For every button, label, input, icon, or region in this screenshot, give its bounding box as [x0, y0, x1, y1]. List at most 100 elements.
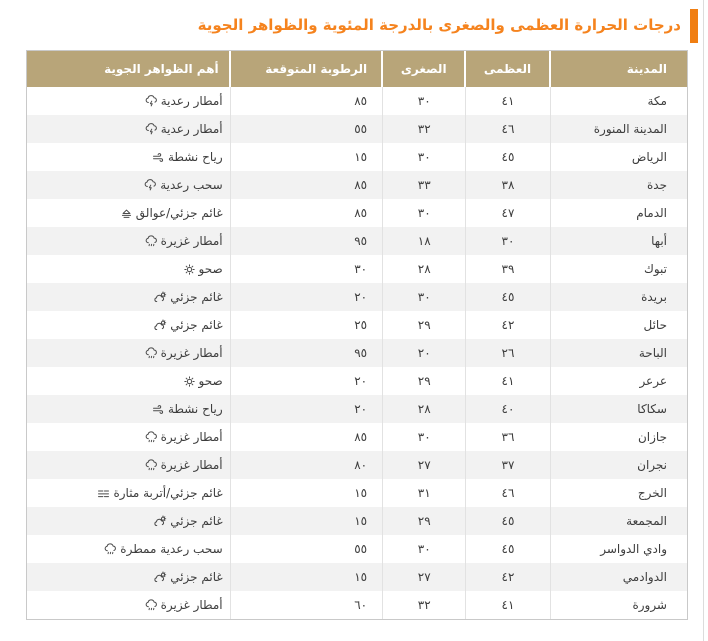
min-temp-cell: ٣٠: [383, 423, 467, 451]
phenomena-cell: غائم جزئي: [27, 507, 231, 535]
phenomena-label: سحب رعدية: [160, 178, 223, 192]
phenomena-label: رياح نشطة: [167, 150, 223, 164]
phenomena-label: أمطار غزيرة: [160, 234, 223, 248]
max-temp-cell: ٤٦: [466, 115, 551, 143]
city-cell: جازان: [550, 423, 687, 451]
min-temp-cell: ٣١: [383, 479, 467, 507]
table-row: الباحة ٢٦ ٢٠ ٩٥ أمطار غزيرة: [27, 339, 687, 367]
phenomena-label: غائم جزئي/أتربة مثارة: [113, 486, 223, 500]
city-cell: نجران: [550, 451, 687, 479]
table-row: شرورة ٤١ ٣٢ ٦٠ أمطار غزيرة: [27, 591, 687, 619]
rain-cloud-icon: [144, 598, 159, 613]
table-row: تبوك ٣٩ ٢٨ ٣٠ صحو: [27, 255, 687, 283]
page-title: درجات الحرارة العظمى والصغرى بالدرجة الم…: [197, 15, 681, 34]
phenomena-cell: غائم جزئي: [27, 283, 231, 311]
city-cell: سكاكا: [550, 395, 687, 423]
table-row: عرعر ٤١ ٢٩ ٢٠ صحو: [27, 367, 687, 395]
table-row: الدمام ٤٧ ٣٠ ٨٥ غائم جزئي/عوالق: [27, 199, 687, 227]
phenomena-cell: غائم جزئي: [27, 311, 231, 339]
phenomena-cell: أمطار رعدية: [27, 115, 231, 143]
max-temp-cell: ٤٥: [466, 535, 551, 563]
min-temp-cell: ٢٩: [383, 311, 467, 339]
city-cell: مكة: [550, 87, 687, 115]
rain-cloud-icon: [103, 542, 118, 557]
column-header-humidity: الرطوبة المتوقعة: [230, 51, 384, 87]
weather-table-header: المدينة العظمى الصغرى الرطوبة المتوقعة أ…: [27, 51, 687, 87]
column-header-city: المدينة: [550, 51, 687, 87]
table-row: الدوادمي ٤٢ ٢٧ ١٥ غائم جزئي: [27, 563, 687, 591]
city-cell: الرياض: [550, 143, 687, 171]
phenomena-label: أمطار رعدية: [160, 94, 223, 108]
table-row: أبها ٣٠ ١٨ ٩٥ أمطار غزيرة: [27, 227, 687, 255]
phenomena-cell: أمطار غزيرة: [27, 227, 231, 255]
phenomena-label: غائم جزئي/عوالق: [135, 206, 223, 220]
sun-icon: [182, 374, 197, 389]
phenomena-cell: غائم جزئي/أتربة مثارة: [27, 479, 231, 507]
table-row: سكاكا ٤٠ ٢٨ ٢٠ رياح نشطة: [27, 395, 687, 423]
phenomena-label: صحو: [198, 262, 223, 276]
humidity-cell: ٢٥: [230, 311, 384, 339]
phenomena-cell: أمطار غزيرة: [27, 451, 231, 479]
phenomena-label: أمطار غزيرة: [160, 346, 223, 360]
city-cell: الدمام: [550, 199, 687, 227]
city-cell: الدوادمي: [550, 563, 687, 591]
phenomena-label: غائم جزئي: [170, 514, 223, 528]
storm-cloud-icon: [144, 94, 159, 109]
phenomena-cell: غائم جزئي: [27, 563, 231, 591]
humidity-cell: ٥٥: [230, 535, 384, 563]
humidity-cell: ١٥: [230, 479, 384, 507]
phenomena-cell: صحو: [27, 367, 231, 395]
max-temp-cell: ٣٧: [466, 451, 551, 479]
humidity-cell: ٥٥: [230, 115, 384, 143]
humidity-cell: ٨٠: [230, 451, 384, 479]
city-cell: وادي الدواسر: [550, 535, 687, 563]
humidity-cell: ٢٠: [230, 283, 384, 311]
min-temp-cell: ٣٠: [383, 143, 467, 171]
phenomena-label: رياح نشطة: [167, 402, 223, 416]
phenomena-label: غائم جزئي: [170, 290, 223, 304]
max-temp-cell: ٤٧: [466, 199, 551, 227]
min-temp-cell: ٢٠: [383, 339, 467, 367]
haze-icon: [119, 206, 134, 221]
sun-cloud-icon: [153, 290, 168, 305]
phenomena-label: أمطار غزيرة: [160, 598, 223, 612]
title-accent-bar: [690, 8, 698, 43]
phenomena-label: غائم جزئي: [170, 318, 223, 332]
max-temp-cell: ٤٦: [466, 479, 551, 507]
min-temp-cell: ٢٩: [383, 367, 467, 395]
rain-cloud-icon: [144, 458, 159, 473]
min-temp-cell: ٣٠: [383, 535, 467, 563]
phenomena-cell: رياح نشطة: [27, 143, 231, 171]
phenomena-label: أمطار غزيرة: [160, 458, 223, 472]
max-temp-cell: ٤٢: [466, 563, 551, 591]
min-temp-cell: ٣٣: [383, 171, 467, 199]
phenomena-cell: أمطار غزيرة: [27, 339, 231, 367]
storm-cloud-icon: [143, 178, 158, 193]
city-cell: أبها: [550, 227, 687, 255]
phenomena-cell: أمطار رعدية: [27, 87, 231, 115]
min-temp-cell: ٣٠: [383, 199, 467, 227]
window-edge-line: [703, 0, 704, 641]
min-temp-cell: ٣٢: [383, 591, 467, 619]
storm-cloud-icon: [144, 122, 159, 137]
phenomena-label: صحو: [198, 374, 223, 388]
city-cell: عرعر: [550, 367, 687, 395]
table-row: جازان ٣٦ ٣٠ ٨٥ أمطار غزيرة: [27, 423, 687, 451]
table-row: بريدة ٤٥ ٣٠ ٢٠ غائم جزئي: [27, 283, 687, 311]
min-temp-cell: ٢٩: [383, 507, 467, 535]
city-cell: المدينة المنورة: [550, 115, 687, 143]
humidity-cell: ١٥: [230, 507, 384, 535]
table-row: وادي الدواسر ٤٥ ٣٠ ٥٥ سحب رعدية ممطرة: [27, 535, 687, 563]
table-row: المجمعة ٤٥ ٢٩ ١٥ غائم جزئي: [27, 507, 687, 535]
column-header-phenomena: أهم الظواهر الجوية: [27, 51, 231, 87]
min-temp-cell: ١٨: [383, 227, 467, 255]
humidity-cell: ١٥: [230, 563, 384, 591]
wind-icon: [151, 402, 166, 417]
max-temp-cell: ٤١: [466, 591, 551, 619]
city-cell: شرورة: [550, 591, 687, 619]
humidity-cell: ٨٥: [230, 423, 384, 451]
phenomena-label: غائم جزئي: [170, 570, 223, 584]
phenomena-label: سحب رعدية ممطرة: [120, 542, 223, 556]
city-cell: جدة: [550, 171, 687, 199]
phenomena-cell: صحو: [27, 255, 231, 283]
